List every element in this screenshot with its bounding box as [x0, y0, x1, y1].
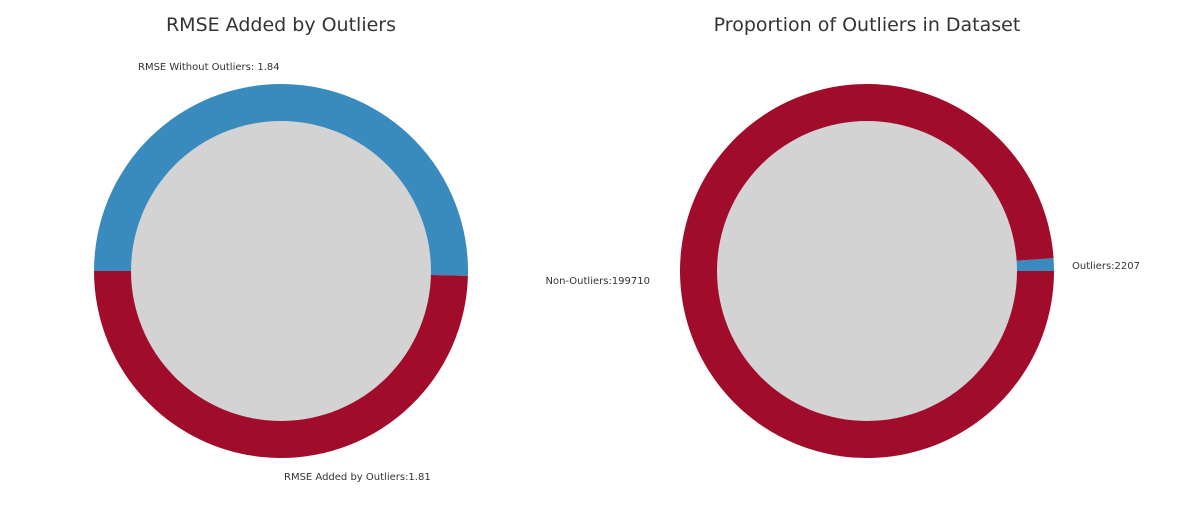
chart-title-outlier-proportion: Proportion of Outliers in Dataset: [714, 14, 1021, 36]
slice-label-rmse-added-by-outliers: RMSE Added by Outliers:1.81: [284, 472, 431, 483]
slice-label-outliers: Outliers:2207: [1072, 261, 1140, 272]
donut-hole-rmse: [131, 121, 431, 421]
chart-outlier-proportion: Proportion of Outliers in Dataset Outlie…: [545, 14, 1140, 459]
donut-hole-outlier-proportion: [717, 121, 1017, 421]
chart-rmse: RMSE Added by Outliers RMSE Without Outl…: [94, 14, 468, 483]
slice-label-rmse-without-outliers: RMSE Without Outliers: 1.84: [138, 62, 280, 73]
chart-title-rmse: RMSE Added by Outliers: [166, 14, 396, 36]
slice-label-non-outliers: Non-Outliers:199710: [545, 276, 650, 287]
